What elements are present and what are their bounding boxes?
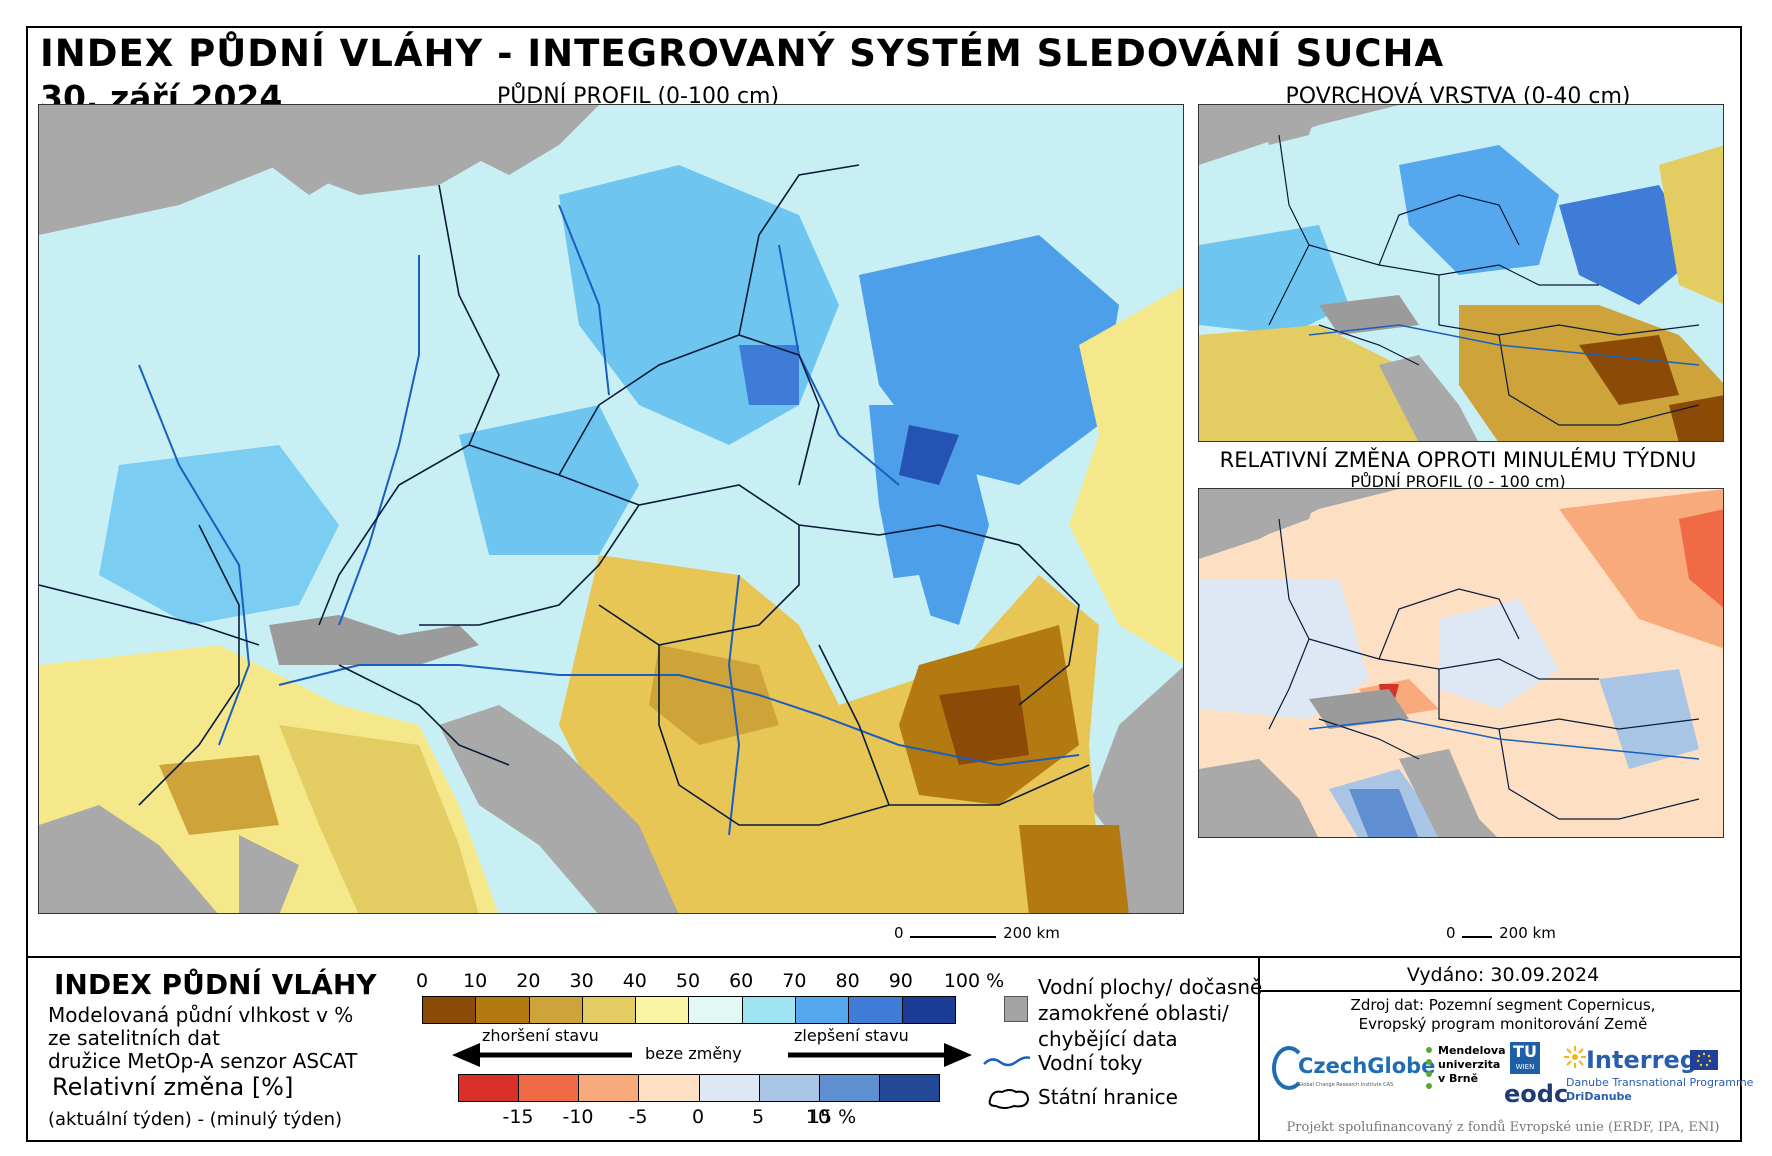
relative-change-tick-label: 0 [691,1106,705,1128]
soil-moisture-swatch [529,997,583,1023]
legend-line-3: družice MetOp-A senzor ASCAT [48,1049,358,1073]
soil-moisture-swatch [689,997,743,1023]
change-map-graphic [1199,489,1723,837]
mendel-logo-3: v Brně [1438,1072,1479,1085]
water-label-1: Vodní plochy/ dočasně [1038,975,1263,999]
tu-wien-logo-text: TU [1513,1042,1537,1061]
change-panel-label: RELATIVNÍ ZMĚNA OPROTI MINULÉMU TÝDNU [1219,448,1697,472]
source-line-1: Zdroj dat: Pozemní segment Copernicus, [1350,996,1656,1014]
soil-moisture-tick-label: 90 [888,970,913,992]
surface-map-graphic [1199,105,1723,441]
map-sheet: INDEX PŮDNÍ VLÁHY - INTEGROVANÝ SYSTÉM S… [26,26,1753,1142]
source-line-2: Evropský program monitorování Země [1358,1015,1648,1033]
mendel-logo-2: univerzita [1438,1058,1501,1071]
relative-change-tick-label: 5 [751,1106,765,1128]
soil-moisture-tick-label: 100 % [943,970,1005,992]
mendel-logo-1: Mendelova [1438,1044,1506,1057]
river-symbol [982,1052,1032,1076]
worse-label: zhoršení stavu [482,1026,599,1045]
legend-title: INDEX PŮDNÍ VLÁHY [54,968,377,1001]
relative-change-tick-label: 15 % [807,1106,857,1128]
soil-moisture-swatch [796,997,850,1023]
main-scalebar: 0 200 km [894,924,1060,942]
soil-moisture-swatch [902,997,955,1023]
change-legend-title: Relativní změna [%] [52,1073,294,1101]
soil-moisture-swatch [582,997,637,1023]
relative-change-tick-label: -5 [628,1106,648,1128]
relative-change-swatch [579,1075,640,1101]
issued-date: Vydáno: 30.09.2024 [1406,964,1600,986]
relative-change-swatch [819,1075,880,1101]
soil-moisture-tick-label: 20 [516,970,541,992]
soil-moisture-tick-label: 40 [622,970,647,992]
eodc-logo: eodc [1504,1080,1569,1108]
surface-layer-map [1198,104,1724,442]
soil-moisture-tick-label: 10 [463,970,488,992]
soil-moisture-tick-label: 80 [835,970,860,992]
soil-moisture-tick-label: 50 [675,970,701,992]
legend-line-1: Modelovaná půdní vlhkost v % [48,1003,354,1027]
tu-wien-logo-sub: WIEN [1515,1063,1535,1071]
change-legend-formula: (aktuální týden) - (minulý týden) [48,1109,343,1130]
main-scalebar-zero: 0 [894,924,904,942]
soil-moisture-swatch [423,997,477,1023]
soil-moisture-tick-label: 60 [729,970,754,992]
mendel-logo-icon [1424,1044,1434,1092]
border-symbol [986,1086,1032,1114]
issued-separator [1258,990,1740,992]
rivers-label: Vodní toky [1038,1051,1143,1075]
main-scalebar-line [910,930,997,938]
funding-footer: Projekt spolufinancovaný z fondů Evropsk… [1286,1120,1720,1135]
czechglobe-logo-sub: Global Change Research Institute CAS [1298,1082,1394,1088]
relative-change-tick-label: 10 [805,1106,831,1128]
soil-moisture-swatch [849,997,903,1023]
relative-change-swatch [879,1075,939,1101]
soil-moisture-tick-label: 30 [569,970,594,992]
soil-moisture-tick-label: 0 [415,970,429,992]
relative-change-colorbar [458,1074,940,1102]
relative-change-swatch [759,1075,820,1101]
relative-change-tick-label: -15 [502,1106,534,1128]
legend-line-2: ze satelitních dat [48,1026,220,1050]
interreg-logo-sub-2: DriDanube [1566,1090,1632,1103]
map-title: INDEX PŮDNÍ VLÁHY - INTEGROVANÝ SYSTÉM S… [40,32,1445,75]
small-scalebar-end: 200 km [1499,924,1556,942]
water-label-3: chybějící data [1038,1027,1178,1051]
borders-label: Státní hranice [1038,1085,1178,1109]
legend-separator [28,956,1740,958]
small-scalebar: 0 200 km [1446,924,1556,942]
soil-moisture-swatch [636,997,690,1023]
relative-change-tick-label: -10 [562,1106,594,1128]
better-label: zlepšení stavu [794,1026,909,1045]
soil-moisture-colorbar [422,996,956,1024]
interreg-logo-sub-1: Danube Transnational Programme [1566,1076,1754,1089]
soil-moisture-tick-label: 70 [782,970,807,992]
czechglobe-logo: CzechGlobe [1298,1054,1436,1078]
main-map-graphic [39,105,1183,913]
interreg-logo: Interreg [1586,1046,1697,1074]
relative-change-swatch [519,1075,580,1101]
tu-wien-logo: TU WIEN [1510,1042,1540,1074]
czechglobe-logo-icon [1272,1046,1306,1090]
legend-divider [1258,956,1260,1142]
change-panel-sublabel: PŮDNÍ PROFIL (0 - 100 cm) [1350,472,1566,491]
better-arrow [788,1043,972,1067]
small-scalebar-line [1462,930,1493,938]
soil-moisture-swatch [742,997,797,1023]
main-scalebar-end: 200 km [1003,924,1060,942]
relative-change-swatch [459,1075,520,1101]
soil-moisture-swatch [476,997,530,1023]
water-label-2: zamokřené oblasti/ [1038,1001,1229,1025]
water-swatch [1004,996,1028,1022]
relative-change-swatch [699,1075,760,1101]
interreg-logo-icon [1564,1046,1586,1068]
eu-flag-icon [1690,1050,1718,1070]
relative-change-swatch [639,1075,700,1101]
small-scalebar-zero: 0 [1446,924,1456,942]
main-soil-moisture-map [38,104,1184,914]
no-change-label: beze změny [645,1044,742,1063]
worse-arrow [452,1043,632,1067]
relative-change-map [1198,488,1724,838]
